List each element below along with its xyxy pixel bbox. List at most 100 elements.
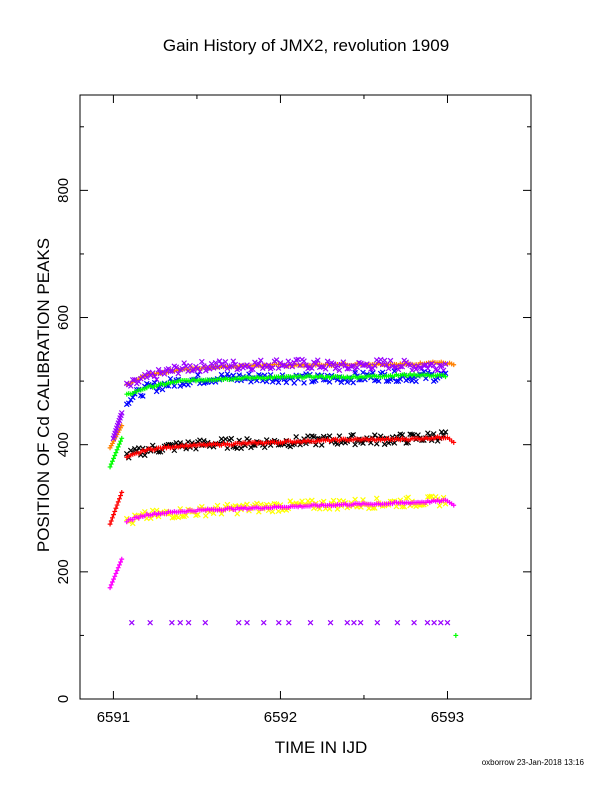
- data-point: [350, 379, 356, 386]
- data-point: [383, 362, 390, 368]
- data-point: [395, 366, 402, 373]
- data-point: [443, 374, 448, 380]
- axes: 0 200 400 600 800 6591 6592 6593: [55, 95, 532, 726]
- data-point: [228, 363, 235, 369]
- data-point: [387, 357, 394, 364]
- data-point: [438, 362, 445, 369]
- data-point: [297, 362, 303, 369]
- data-point: [411, 619, 417, 626]
- data-point: [285, 619, 292, 626]
- data-point: [117, 562, 122, 568]
- data-point: [375, 378, 382, 384]
- x-tick-label: 6593: [431, 709, 464, 726]
- data-point: [114, 502, 120, 508]
- y-tick-label: 400: [55, 432, 72, 457]
- data-point: [366, 363, 372, 370]
- data-point: [413, 378, 419, 385]
- data-point: [397, 363, 404, 370]
- y-tick-label: 600: [55, 305, 72, 330]
- x-tick-label: 6592: [264, 709, 297, 726]
- data-point: [112, 573, 118, 579]
- data-point: [167, 368, 174, 374]
- data-point: [399, 363, 406, 370]
- data-point: [118, 438, 123, 444]
- data-point: [350, 363, 356, 369]
- data-point: [257, 357, 264, 364]
- data-point: [250, 366, 256, 373]
- data-point: [444, 619, 451, 626]
- data-point: [113, 450, 119, 456]
- data-point: [426, 493, 433, 500]
- data-point: [179, 365, 186, 372]
- data-point: [381, 441, 388, 448]
- data-point: [451, 502, 457, 508]
- data-point: [301, 358, 307, 364]
- data-point: [108, 461, 114, 467]
- data-point: [191, 367, 197, 373]
- data-point: [212, 359, 219, 366]
- data-point: [259, 365, 266, 372]
- data-point: [110, 458, 115, 464]
- data-point: [111, 512, 116, 518]
- data-point: [228, 435, 235, 442]
- data-point: [236, 365, 243, 372]
- data-point: [107, 464, 113, 470]
- data-point: [206, 365, 213, 372]
- data-point: [235, 619, 242, 626]
- x-tick-label: 6591: [97, 709, 130, 726]
- data-point: [326, 379, 333, 385]
- data-point: [195, 372, 201, 378]
- data-point: [200, 363, 207, 369]
- data-point: [187, 362, 193, 369]
- data-point: [352, 441, 358, 448]
- data-point: [175, 370, 182, 377]
- data-point: [413, 366, 419, 373]
- data-point: [273, 357, 280, 363]
- data-point: [431, 619, 437, 626]
- data-point: [197, 368, 203, 375]
- data-point: [352, 496, 358, 503]
- data-point: [179, 513, 186, 520]
- data-point: [301, 380, 307, 386]
- data-point: [208, 360, 215, 367]
- data-point: [222, 436, 229, 442]
- data-point: [265, 362, 272, 368]
- data-marks: [107, 356, 459, 638]
- data-point: [147, 619, 153, 626]
- data-point: [436, 362, 443, 369]
- data-point: [173, 364, 180, 371]
- data-point: [107, 585, 113, 591]
- data-point: [108, 518, 114, 524]
- data-point: [371, 362, 378, 369]
- data-point: [139, 393, 146, 399]
- data-point: [177, 619, 184, 626]
- data-point: [385, 365, 392, 372]
- data-point: [216, 358, 223, 364]
- data-point: [260, 619, 267, 626]
- data-point: [110, 579, 115, 585]
- data-point: [151, 373, 158, 380]
- data-point: [118, 410, 125, 416]
- data-point: [246, 363, 252, 370]
- data-point: [185, 619, 192, 626]
- data-point: [451, 362, 457, 368]
- data-point: [115, 444, 121, 450]
- data-point: [269, 364, 276, 371]
- data-point: [407, 362, 413, 369]
- data-point: [332, 365, 339, 372]
- y-axis-label: POSITION OF Cd CALIBRATION PEAKS: [34, 237, 53, 553]
- data-point: [155, 366, 162, 373]
- data-point: [111, 455, 116, 461]
- data-point: [394, 619, 401, 626]
- x-axis-label: TIME IN IJD: [274, 738, 368, 757]
- data-point: [220, 363, 227, 370]
- data-point: [112, 509, 118, 514]
- data-point: [344, 379, 351, 385]
- data-point: [141, 452, 148, 459]
- data-point: [340, 359, 347, 365]
- data-point: [230, 358, 237, 365]
- data-point: [357, 619, 364, 626]
- data-point: [149, 370, 156, 376]
- data-point: [218, 371, 225, 378]
- data-point: [175, 514, 182, 521]
